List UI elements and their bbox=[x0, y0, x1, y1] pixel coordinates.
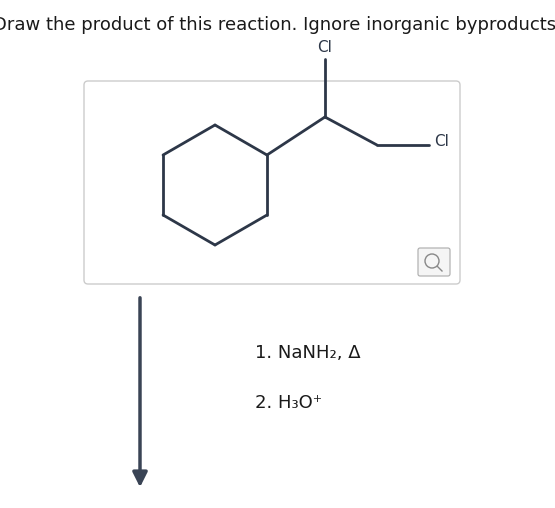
Text: Cl: Cl bbox=[317, 40, 332, 55]
Text: 2. H₃O⁺: 2. H₃O⁺ bbox=[255, 394, 322, 412]
Text: Draw the product of this reaction. Ignore inorganic byproducts.: Draw the product of this reaction. Ignor… bbox=[0, 16, 555, 34]
FancyBboxPatch shape bbox=[84, 81, 460, 284]
FancyBboxPatch shape bbox=[418, 248, 450, 276]
Text: Cl: Cl bbox=[434, 135, 449, 149]
Text: 1. NaNH₂, Δ: 1. NaNH₂, Δ bbox=[255, 344, 361, 362]
